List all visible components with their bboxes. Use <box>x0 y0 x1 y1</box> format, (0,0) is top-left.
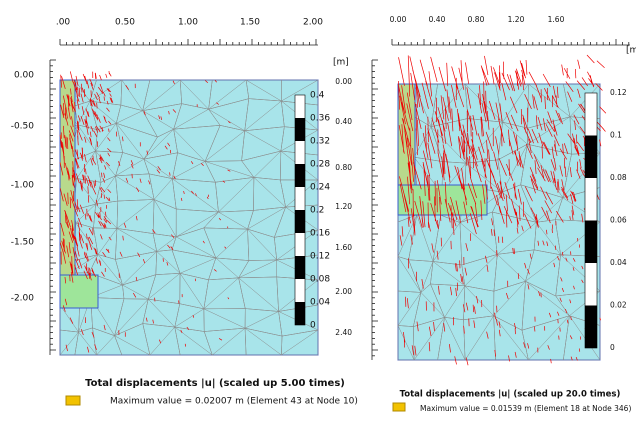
scale-label: 0.04 <box>310 298 330 308</box>
scale-label: 0.2 <box>310 206 324 216</box>
scale-segment <box>585 136 597 179</box>
left-tick-label: -1.00 <box>11 181 35 191</box>
scale-label: 0.12 <box>310 252 330 262</box>
top-tick-label: 0.00 <box>390 15 407 24</box>
scale-segment <box>585 306 597 349</box>
left-tick-label: -0.50 <box>11 122 35 132</box>
scale-label: 0.06 <box>610 216 627 225</box>
left-tick-label: 2.40 <box>335 328 352 337</box>
scale-segment <box>295 302 305 325</box>
top-tick-label: 1.20 <box>508 15 525 24</box>
left-tick-label: 0.00 <box>335 77 352 86</box>
left-tick-label: 2.00 <box>335 287 352 296</box>
scale-label: 0.32 <box>310 137 330 147</box>
scale-label: 0.36 <box>310 114 330 124</box>
scale-segment <box>585 221 597 264</box>
scale-label: 0.24 <box>310 183 330 193</box>
left-tick-label: -2.00 <box>11 294 35 304</box>
unit-label: [m <box>626 46 636 56</box>
max-value: Maximum value = 0.01539 m (Element 18 at… <box>420 404 631 413</box>
max-value: Maximum value = 0.02007 m (Element 43 at… <box>110 397 358 407</box>
scale-label: 0.08 <box>610 173 627 182</box>
scale-label: 0.4 <box>310 91 325 101</box>
top-tick-label: 1.00 <box>178 18 198 28</box>
legend-icon <box>393 403 405 411</box>
left-tick-label: 1.60 <box>335 243 352 252</box>
unit-label: [m] <box>333 58 349 68</box>
scale-label: 0.16 <box>310 229 330 239</box>
top-tick-label: 0.40 <box>429 15 446 24</box>
left-tick-label: 0.80 <box>335 163 352 172</box>
scale-label: 0.28 <box>310 160 330 170</box>
scale-segment <box>295 164 305 187</box>
left-tick-label: 1.20 <box>335 202 352 211</box>
scale-label: 0.04 <box>610 258 627 267</box>
top-tick-label: 2.00 <box>303 18 323 28</box>
left-tick-label: 0.40 <box>335 117 352 126</box>
scale-segment <box>295 118 305 141</box>
scale-label: 0.08 <box>310 275 330 285</box>
scale-label: 0.1 <box>610 131 622 140</box>
top-tick-label: 1.50 <box>240 18 260 28</box>
top-tick-label: 1.60 <box>548 15 565 24</box>
screenshot: .00 0.50 1.00 1.50 2.00 0.00 -0.50 -1.00 -1.50 -2… <box>0 0 636 426</box>
scale-segment <box>295 210 305 233</box>
top-tick-label: .00 <box>56 18 71 28</box>
pile-base <box>60 275 98 308</box>
left-tick-label: -1.50 <box>11 238 35 248</box>
scale-label: 0 <box>610 343 615 352</box>
legend-icon <box>66 396 80 405</box>
scale-segment <box>295 256 305 279</box>
caption: Total displacements |u| (scaled up 20.0 … <box>400 390 621 400</box>
scale-label: 0.02 <box>610 301 627 310</box>
top-tick-label: 0.50 <box>115 18 135 28</box>
scale-label: 0.12 <box>610 88 627 97</box>
scale-label: 0 <box>310 321 316 331</box>
left-tick-label: 0.00 <box>14 71 34 81</box>
caption: Total displacements |u| (scaled up 5.00 … <box>85 378 345 389</box>
top-tick-label: 0.80 <box>468 15 485 24</box>
